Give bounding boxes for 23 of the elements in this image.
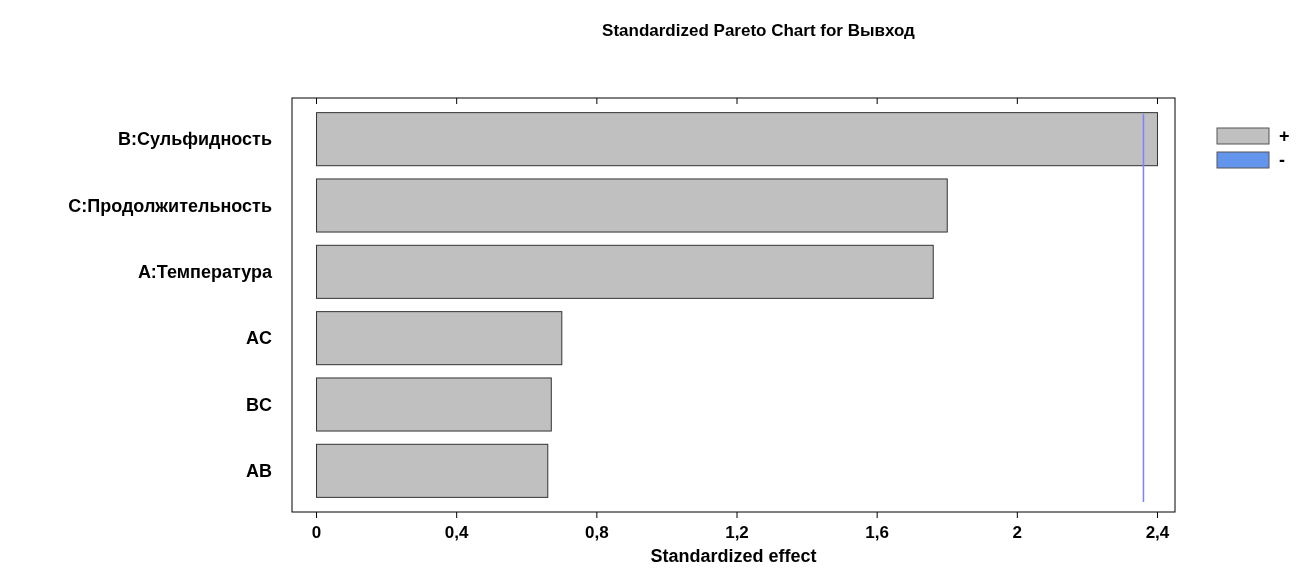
x-tick-label: 0,8 (585, 523, 609, 542)
bar (316, 178, 948, 233)
y-tick-label: A:Температура (137, 261, 273, 282)
chart-title: Standardized Pareto Chart for Вывход (602, 21, 916, 40)
y-tick-label: BC (246, 394, 272, 415)
bar (316, 443, 549, 498)
x-tick-label: 0 (311, 523, 322, 542)
x-tick-label: 2,4 (1145, 523, 1170, 542)
bar (316, 311, 563, 366)
y-tick-label: C:Продолжительность (68, 195, 272, 216)
y-tick-label: B:Сульфидность (117, 129, 272, 150)
legend-label: - (1279, 150, 1285, 170)
x-tick-label: 0,4 (444, 523, 470, 542)
y-tick-label: AB (246, 460, 272, 481)
bar (316, 112, 1158, 167)
legend-label: + (1279, 126, 1290, 146)
x-tick-label: 2 (1012, 523, 1023, 542)
x-tick-label: 1,6 (865, 523, 889, 542)
x-tick-label: 1,2 (725, 523, 749, 542)
x-axis-title: Standardized effect (650, 546, 817, 566)
y-tick-label: AC (246, 328, 272, 349)
bar (316, 377, 552, 432)
bar (316, 244, 934, 299)
